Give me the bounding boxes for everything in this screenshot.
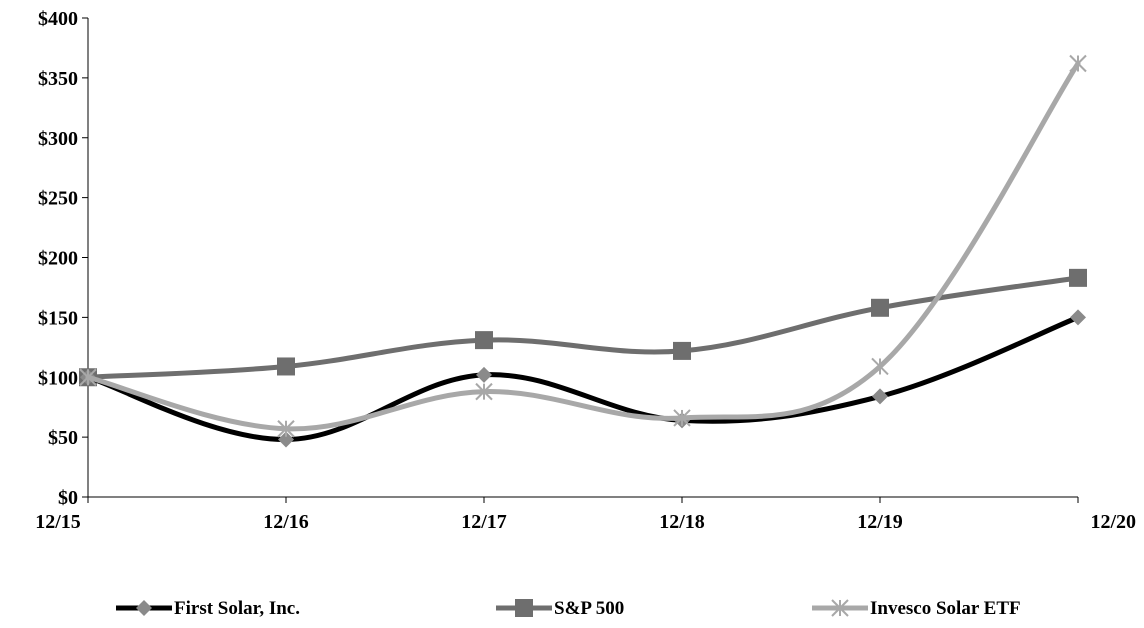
y-tick-label: $400 — [38, 8, 78, 30]
series-0 — [80, 309, 1086, 448]
legend: First Solar, Inc. S&P 500 Invesco Solar ET… — [116, 598, 1021, 619]
data-point — [1070, 309, 1086, 326]
series-line — [85, 314, 1081, 443]
legend-label: Invesco Solar ETF — [870, 598, 1021, 619]
data-point — [475, 331, 493, 350]
legend-item-1: S&P 500 — [496, 598, 624, 619]
data-point — [872, 388, 888, 405]
data-point — [1069, 268, 1087, 287]
data-point — [871, 298, 889, 317]
y-tick-label: $300 — [38, 128, 78, 150]
legend-label: S&P 500 — [554, 598, 624, 619]
legend-label: First Solar, Inc. — [174, 598, 300, 619]
y-tick-label: $50 — [48, 427, 78, 449]
data-point — [277, 420, 295, 438]
x-tick-label: 12/17 — [461, 511, 507, 533]
x-tick-label: 12/15 — [35, 511, 81, 533]
data-point — [476, 366, 492, 383]
y-tick-label: $150 — [38, 307, 78, 329]
legend-marker — [515, 599, 533, 617]
legend-item-2: Invesco Solar ETF — [812, 598, 1021, 619]
data-point — [277, 357, 295, 376]
legend-item-0: First Solar, Inc. — [116, 598, 300, 619]
series-layer — [79, 54, 1087, 448]
y-axis: $0 $50 $100 $150 $200 $250 $300 $350 $400 — [38, 8, 89, 509]
y-tick-label: $250 — [38, 188, 78, 210]
data-point — [871, 357, 889, 376]
y-tick-label: $200 — [38, 248, 78, 270]
y-tick-label: $0 — [58, 487, 78, 509]
x-tick-label: 12/19 — [857, 511, 903, 533]
data-point — [79, 368, 97, 386]
y-tick-label: $350 — [38, 68, 78, 90]
series-line — [85, 275, 1081, 380]
series-1 — [79, 268, 1087, 387]
x-axis: 12/15 12/16 12/17 12/18 12/19 12/20 — [35, 496, 1136, 533]
series-2 — [79, 54, 1087, 438]
data-point — [673, 409, 691, 427]
data-point — [475, 382, 493, 401]
series-line — [85, 61, 1081, 432]
data-point — [1069, 54, 1087, 73]
legend-marker — [831, 599, 849, 617]
legend-marker — [136, 600, 152, 616]
y-tick-label: $100 — [38, 367, 78, 389]
x-tick-label: 12/18 — [659, 511, 705, 533]
data-point — [673, 341, 691, 360]
data-point — [278, 431, 294, 448]
x-tick-label: 12/20 — [1090, 511, 1136, 533]
x-tick-label: 12/16 — [263, 511, 309, 533]
